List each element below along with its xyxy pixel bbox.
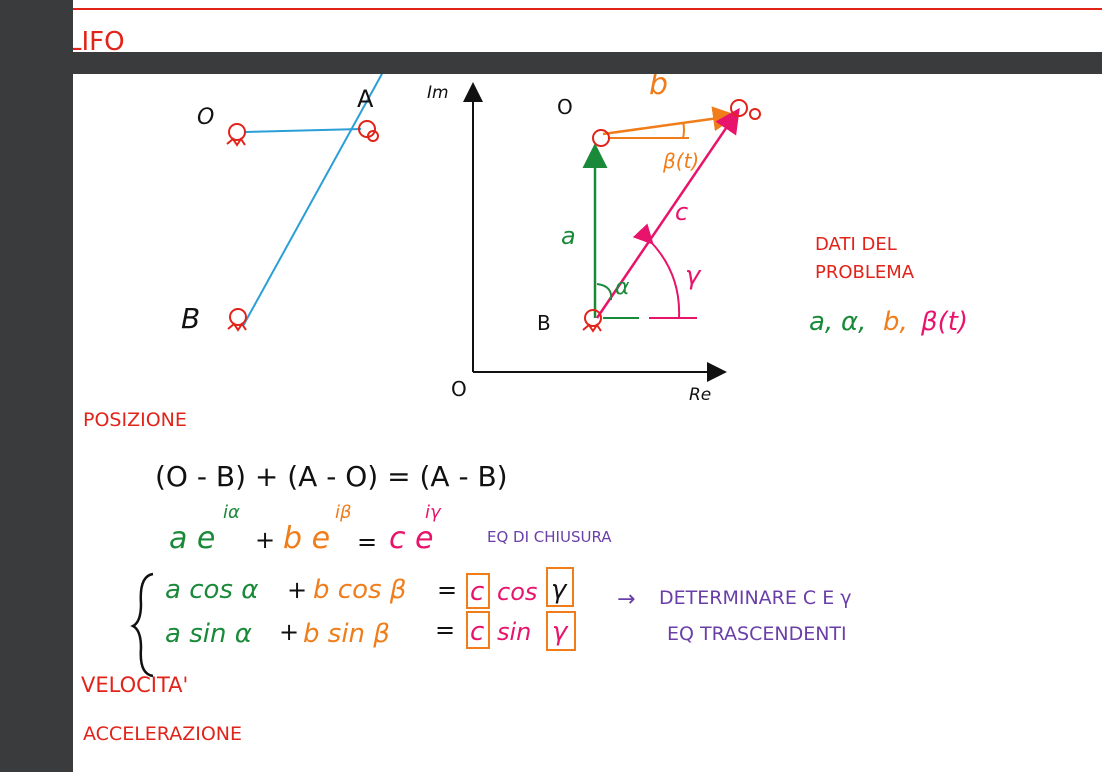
exp-a-term: a e xyxy=(169,521,215,556)
row1-equals: = xyxy=(437,576,457,604)
left-link-OA xyxy=(244,128,362,133)
row2-c: c xyxy=(470,617,484,647)
plane-hinge-O xyxy=(592,129,610,147)
exp-c-superscript: iγ xyxy=(425,502,442,523)
vector-c-label: c xyxy=(675,198,688,226)
problem-data-block: DATI DEL PROBLEMA a, α, b, β(t) xyxy=(809,234,968,337)
previous-page-heading: LIFO xyxy=(73,27,125,52)
plane-hinge-B xyxy=(582,309,602,333)
left-label-A: A xyxy=(357,85,374,113)
problem-data-alpha: α, xyxy=(841,307,866,337)
exp-equals: = xyxy=(357,528,377,556)
row2-plus: + xyxy=(279,618,299,646)
problem-data-a: a, xyxy=(809,307,833,337)
alpha-label: α xyxy=(615,275,630,300)
page-separator xyxy=(73,52,1102,74)
problem-data-title-2: PROBLEMA xyxy=(815,262,915,283)
left-hinge-A xyxy=(358,120,379,142)
row2-a-term: a sin α xyxy=(165,619,252,649)
row2-c-box xyxy=(466,611,490,649)
exp-b-term: b e xyxy=(283,521,330,556)
plane-label-A: A xyxy=(729,74,744,78)
vector-a-label: a xyxy=(561,222,576,250)
row1-c: c xyxy=(470,577,484,607)
exp-b-superscript: iβ xyxy=(335,502,352,523)
problem-data-b: b, xyxy=(883,307,908,337)
plane-hinge-A xyxy=(730,99,761,120)
row2-equals: = xyxy=(435,616,455,644)
row1-function: cos xyxy=(497,578,537,606)
determine-arrow: → xyxy=(617,587,635,612)
real-axis-label: Re xyxy=(689,385,711,405)
exp-c-term: c e xyxy=(389,521,434,556)
row1-gamma: γ xyxy=(551,575,568,605)
gamma-label: γ xyxy=(685,261,702,291)
determine-note: DETERMINARE C E γ xyxy=(659,587,852,609)
row1-b-term: b cos β xyxy=(313,575,406,605)
left-hinge-B xyxy=(227,308,247,332)
beta-angle-arc xyxy=(682,121,685,139)
row1-c-box xyxy=(466,573,490,609)
system-brace xyxy=(130,572,154,678)
gamma-angle-arc xyxy=(632,223,681,319)
section-velocity: VELOCITA' xyxy=(81,673,188,697)
exp-plus: + xyxy=(255,526,275,554)
section-acceleration: ACCELERAZIONE xyxy=(83,723,242,745)
left-mechanism-sketch: O A B xyxy=(181,85,379,335)
blue-guide-line xyxy=(242,0,424,327)
origin-label: O xyxy=(451,377,467,401)
complex-plane-diagram: Im Re O O A B a b β(t) c γ α xyxy=(427,53,761,405)
vector-closure-equation: (O - B) + (A - O) = (A - B) xyxy=(155,460,508,493)
previous-page-bottom: LIFO xyxy=(73,0,1102,52)
vector-c-arrow xyxy=(595,107,740,319)
exp-a-superscript: iα xyxy=(223,502,240,523)
row2-b-term: b sin β xyxy=(303,619,390,649)
left-label-O: O xyxy=(197,105,214,130)
transcendent-note: EQ TRASCENDENTI xyxy=(667,623,847,645)
row2-function: sin xyxy=(497,618,531,646)
row1-a-term: a cos α xyxy=(165,575,258,605)
plane-label-O: O xyxy=(557,95,573,119)
closure-equation-label: EQ DI CHIUSURA xyxy=(487,528,612,546)
plane-label-B: B xyxy=(537,311,551,335)
problem-data-beta: β(t) xyxy=(920,307,968,337)
vector-b-arrow xyxy=(602,106,738,136)
problem-data-title-1: DATI DEL xyxy=(815,234,897,255)
left-hinge-O xyxy=(226,123,246,147)
left-label-B: B xyxy=(181,302,200,335)
row2-gamma-box xyxy=(546,611,576,651)
vector-b-label: b xyxy=(649,74,668,102)
row2-gamma: γ xyxy=(552,617,569,647)
imag-axis-label: Im xyxy=(427,83,449,103)
page-margin-line xyxy=(73,8,1102,10)
beta-label: β(t) xyxy=(662,149,699,173)
section-position: POSIZIONE xyxy=(83,409,187,431)
equations-block: (O - B) + (A - O) = (A - B) a e iα + b e… xyxy=(130,460,852,678)
alpha-angle-arc xyxy=(596,283,613,301)
whiteboard-page[interactable]: O A B Im Re O O A B a b β(t) c γ α xyxy=(73,0,1102,772)
left-panel xyxy=(0,0,73,772)
row1-gamma-box xyxy=(546,567,574,607)
row1-plus: + xyxy=(287,576,307,604)
